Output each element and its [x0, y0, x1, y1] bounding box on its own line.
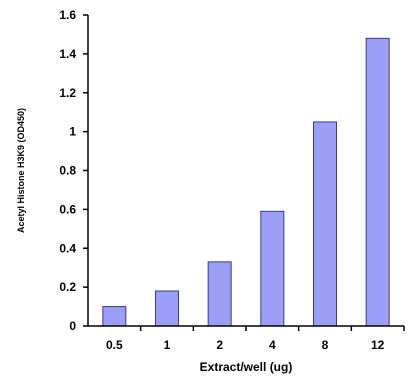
bar-1 [155, 290, 179, 327]
y-tick-label: 1 [69, 125, 76, 139]
x-axis-label: Extract/well (ug) [200, 360, 293, 374]
x-tick-label: 12 [371, 338, 385, 352]
x-tick-label: 2 [216, 338, 223, 352]
y-tick-label: 1.6 [59, 8, 76, 22]
bar-0.5 [102, 306, 127, 327]
y-tick-label: 0.2 [59, 280, 76, 294]
y-tick-label: 0.6 [59, 202, 76, 216]
y-tick-label: 1.2 [59, 86, 76, 100]
x-tick-label: 1 [164, 338, 171, 352]
y-tick-label: 0.8 [59, 164, 76, 178]
x-tick-label: 4 [269, 338, 276, 352]
y-tick-label: 1.4 [59, 47, 76, 61]
bar-2 [207, 261, 232, 327]
bars [102, 37, 390, 327]
y-axis-ticks: 0 0.2 0.4 0.6 0.8 1 1.2 1.4 1.6 [59, 8, 88, 333]
y-axis-label: Acetyl Histone H3K9 (OD450) [16, 108, 26, 233]
x-tick-label: 8 [322, 338, 329, 352]
x-tick-label: 0.5 [106, 338, 123, 352]
y-tick-label: 0.4 [59, 241, 76, 255]
y-tick-label: 0 [69, 319, 76, 333]
bar-8 [313, 121, 337, 327]
bar-12 [365, 37, 390, 327]
bar-4 [260, 210, 285, 327]
x-axis-ticks: 0.5 1 2 4 8 12 [106, 326, 405, 352]
